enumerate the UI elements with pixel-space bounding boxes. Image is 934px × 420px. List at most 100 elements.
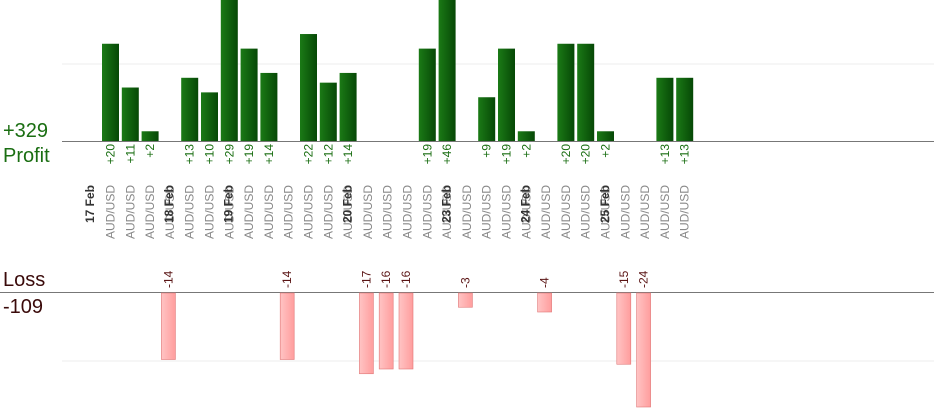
loss-bar [636, 292, 651, 408]
trade-pair-label: AUD/USD [222, 185, 236, 239]
trade-pair-label: AUD/USD [341, 185, 355, 239]
date-label: 17 Feb [83, 185, 97, 223]
date-label: 24 Feb [519, 185, 533, 223]
trade-pair-label: AUD/USD [123, 185, 137, 239]
trade-pair-label: AUD/USD [500, 185, 514, 239]
profit-bar [319, 82, 337, 141]
profit-bar [141, 131, 159, 141]
profit-bar [418, 48, 436, 141]
profit-value-label: +2 [599, 144, 613, 158]
loss-bar [359, 292, 374, 375]
trade-pair-label: AUD/USD [658, 185, 672, 239]
loss-value-label: -14 [161, 270, 175, 288]
trade-pair-label: AUD/USD [163, 185, 177, 239]
profit-bar [260, 72, 278, 141]
loss-value-label: -15 [617, 270, 631, 288]
profit-value-label: +13 [678, 144, 692, 165]
profit-value-label: +46 [440, 144, 454, 165]
loss-bar [161, 292, 176, 360]
date-labels: AUD/USD AUD/USD AUD/USD AUD/USD AUD/USD AUD/U… [83, 185, 692, 239]
profit-bar [300, 34, 317, 141]
profit-bar [201, 92, 218, 141]
trade-pair-label: AUD/USD [618, 185, 632, 239]
loss-bar [279, 292, 295, 360]
profit-bar [181, 77, 199, 141]
trade-pair-label: AUD/USD [203, 185, 217, 239]
profit-bar [102, 43, 119, 141]
loss-total: -109 [3, 296, 44, 318]
loss-bar [458, 292, 473, 308]
trade-pair-label: AUD/USD [104, 185, 118, 239]
trade-pair-label: AUD/USD [519, 185, 533, 239]
loss-value-label: -3 [458, 277, 472, 288]
loss-bar [616, 292, 632, 365]
trade-pair-label: AUD/USD [539, 185, 553, 239]
date-label: 18 Feb [162, 185, 176, 223]
profit-value-label: +19 [420, 144, 434, 165]
profit-bar [240, 48, 258, 141]
profit-value-label: +20 [579, 144, 593, 165]
date-label: 25 Feb [598, 185, 612, 223]
loss-bar [378, 292, 394, 370]
bars [102, 0, 694, 408]
profit-bar [220, 0, 238, 141]
profit-value-label: +29 [222, 144, 236, 165]
date-label: 20 Feb [340, 185, 354, 223]
profit-value-label: +19 [500, 144, 514, 165]
profit-value-label: +2 [519, 144, 533, 158]
profit-bar [597, 131, 614, 141]
trade-pair-label: AUD/USD [599, 185, 613, 239]
loss-bar [537, 292, 552, 313]
trade-pair-label: AUD/USD [321, 185, 335, 239]
trade-pair-label: AUD/USD [381, 185, 395, 239]
date-label: 23 Feb [439, 185, 453, 223]
profit-bar [498, 48, 515, 141]
trade-pair-label: AUD/USD [579, 185, 593, 239]
loss-value-label: -14 [280, 270, 294, 288]
date-label: 19 Feb [222, 185, 236, 223]
profit-bar [121, 87, 139, 141]
profit-value-label: +13 [658, 144, 672, 165]
loss-value-label: -17 [359, 270, 373, 288]
trade-pair-label: AUD/USD [678, 185, 692, 239]
trade-pair-label: AUD/USD [638, 185, 652, 239]
profit-value-label: +12 [321, 144, 335, 165]
profit-value-label: +14 [341, 144, 355, 165]
profit-value-label: +2 [143, 144, 157, 158]
profit-bar [676, 77, 694, 141]
profit-value-label: +20 [104, 144, 118, 165]
trade-pair-label: AUD/USD [282, 185, 296, 239]
trade-pair-label: AUD/USD [420, 185, 434, 239]
loss-value-label: -16 [379, 270, 393, 288]
loss-bar [398, 292, 414, 370]
profit-bar [557, 43, 575, 141]
loss-label: Loss [3, 269, 46, 291]
trade-pair-label: AUD/USD [242, 185, 256, 239]
profit-value-label: +11 [123, 144, 137, 164]
profit-value-label: +14 [262, 144, 276, 165]
profit-bar [656, 77, 674, 141]
profit-bar [339, 72, 357, 141]
profit-value-label: +10 [203, 144, 217, 165]
trade-pair-label: AUD/USD [302, 185, 316, 239]
profit-bar [517, 131, 535, 141]
profit-value-label: +20 [559, 144, 573, 165]
trade-pair-label: AUD/USD [262, 185, 276, 239]
trade-pair-label: AUD/USD [559, 185, 573, 239]
profit-value-label: +22 [302, 144, 316, 165]
profit-bar [438, 0, 456, 141]
profit-bar [577, 43, 595, 141]
trade-pair-label: AUD/USD [460, 185, 474, 239]
profit-label: Profit [3, 145, 50, 167]
loss-value-label: -24 [637, 270, 651, 288]
trade-pair-label: AUD/USD [480, 185, 494, 239]
trade-pair-label: AUD/USD [440, 185, 454, 239]
profit-value-label: +13 [183, 144, 197, 165]
loss-value-label: -16 [399, 270, 413, 288]
trade-pair-label: AUD/USD [183, 185, 197, 239]
loss-value-label: -4 [538, 277, 552, 288]
profit-value-label: +9 [480, 144, 494, 158]
axes [0, 141, 934, 293]
bar-labels: +20 +11 +2 -14 +13 +10 +29 +19 +14 -14 +22 +12 +14 -1… [104, 144, 692, 288]
